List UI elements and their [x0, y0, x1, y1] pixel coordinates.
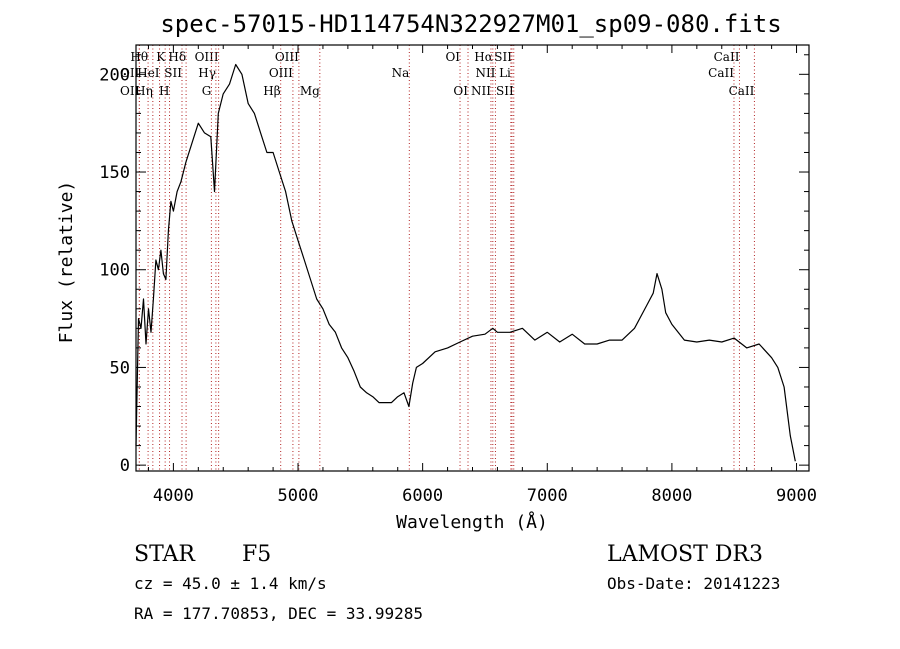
x-tick-label: 5000	[278, 486, 319, 506]
spectrum-line	[135, 63, 796, 462]
spectral-line-label: Hη	[135, 84, 153, 98]
spectral-line-label: OI	[453, 84, 468, 98]
spectral-line-label: CaII	[729, 84, 755, 98]
spectral-line-label: OI	[445, 50, 460, 64]
spectral-line-label: OII	[120, 84, 140, 98]
spectral-line-label: CaII	[714, 50, 740, 64]
survey-name: LAMOST DR3	[607, 542, 763, 567]
spectral-subclass: F5	[242, 542, 271, 567]
object-class: STAR	[134, 542, 196, 567]
spectral-line-label: CaII	[708, 66, 734, 80]
x-axis: 4000 5000 6000 7000 8000 9000	[147, 45, 817, 506]
y-axis: 0 50 100 150 200	[99, 54, 809, 476]
x-tick-label: 7000	[527, 486, 568, 506]
plot-frame	[135, 44, 810, 472]
observation-date: Obs-Date: 20141223	[607, 574, 780, 593]
x-tick-label: 8000	[651, 486, 692, 506]
spectral-line-label: OIII	[195, 50, 219, 64]
spectral-line-label: Hγ	[198, 66, 216, 80]
chart-title: spec-57015-HD114754N322927M01_sp09-080.f…	[160, 10, 781, 38]
spectral-line-label: Mg	[300, 84, 320, 98]
spectral-line-label: Hα	[474, 50, 493, 64]
x-tick-label: 4000	[153, 486, 194, 506]
y-axis-label: Flux (relative)	[56, 181, 77, 344]
y-tick-label: 150	[99, 163, 130, 183]
spectral-line-label: OIII	[269, 66, 293, 80]
spectral-line-label: SII	[494, 50, 512, 64]
spectral-line-label: NII	[471, 84, 491, 98]
spectral-line-label: G	[202, 84, 212, 98]
spectral-line-label: NII	[475, 66, 495, 80]
x-tick-label: 6000	[402, 486, 443, 506]
spectral-line-label: K	[156, 50, 166, 64]
spectral-line-label: SII	[164, 66, 182, 80]
y-tick-label: 0	[120, 456, 130, 476]
spectral-line-label: Hβ	[263, 84, 280, 98]
spectral-line-label: Hθ	[130, 50, 148, 64]
spectral-line-label: H	[159, 84, 169, 98]
spectral-line-label: Hδ	[168, 50, 186, 64]
y-tick-label: 100	[99, 261, 130, 281]
spectral-line-label: OII	[120, 66, 140, 80]
y-tick-label: 200	[99, 65, 130, 85]
spectral-line-label: OIII	[275, 50, 299, 64]
coordinates: RA = 177.70853, DEC = 33.99285	[134, 604, 423, 623]
spectral-line-label: SII	[496, 84, 514, 98]
spectral-line-label: HeI	[137, 66, 160, 80]
y-tick-label: 50	[110, 358, 130, 378]
redshift-value: cz = 45.0 ± 1.4 km/s	[134, 574, 327, 593]
spectral-line-label: Li	[499, 66, 511, 80]
x-tick-label: 9000	[776, 486, 817, 506]
spectral-line-label: Na	[392, 66, 410, 80]
x-axis-label: Wavelength (Å)	[396, 511, 548, 533]
